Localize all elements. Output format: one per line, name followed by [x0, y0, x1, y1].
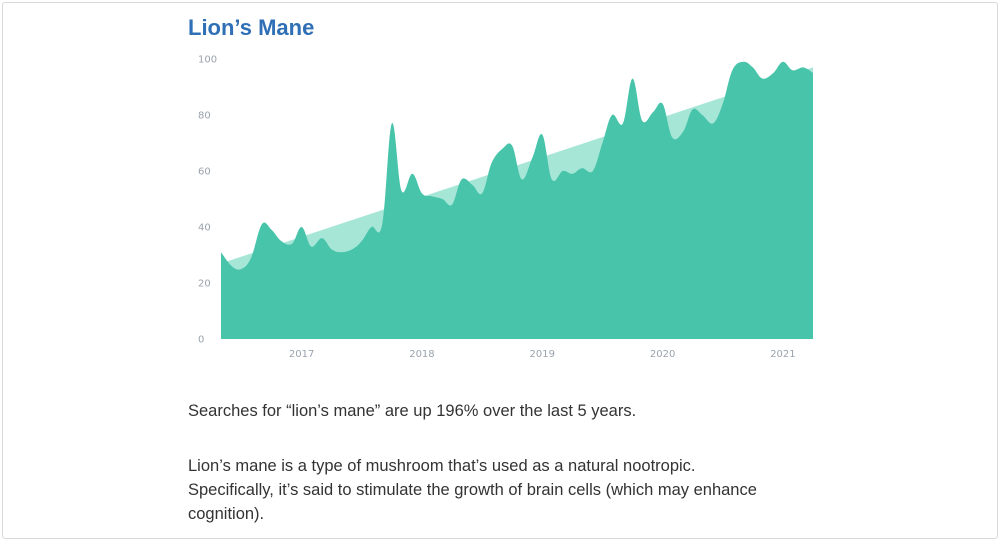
summary-sentence: Searches for “lion’s mane” are up 196% o…: [188, 402, 637, 420]
y-tick-label: 20: [198, 279, 211, 290]
description-line: Specifically, it’s said to stimulate the…: [188, 481, 757, 499]
y-tick-label: 100: [198, 55, 217, 66]
description-paragraph: Lion’s mane is a type of mushroom that’s…: [188, 454, 828, 526]
y-tick-label: 40: [198, 223, 211, 234]
y-tick-label: 80: [198, 111, 211, 122]
x-tick-label: 2018: [409, 349, 434, 360]
y-tick-label: 60: [198, 167, 211, 178]
page-title: Lion’s Mane: [188, 15, 315, 40]
x-tick-label: 2021: [770, 349, 795, 360]
series-area: [221, 61, 813, 339]
x-tick-label: 2020: [650, 349, 675, 360]
y-tick-label: 0: [198, 335, 204, 346]
x-tick-label: 2017: [289, 349, 314, 360]
description-line: Lion’s mane is a type of mushroom that’s…: [188, 457, 696, 475]
trend-chart: 0 20 40 60 80 100 2017 2018 2019 2020 2021: [198, 55, 813, 360]
description-line: cognition).: [188, 505, 265, 523]
x-tick-label: 2019: [530, 349, 555, 360]
